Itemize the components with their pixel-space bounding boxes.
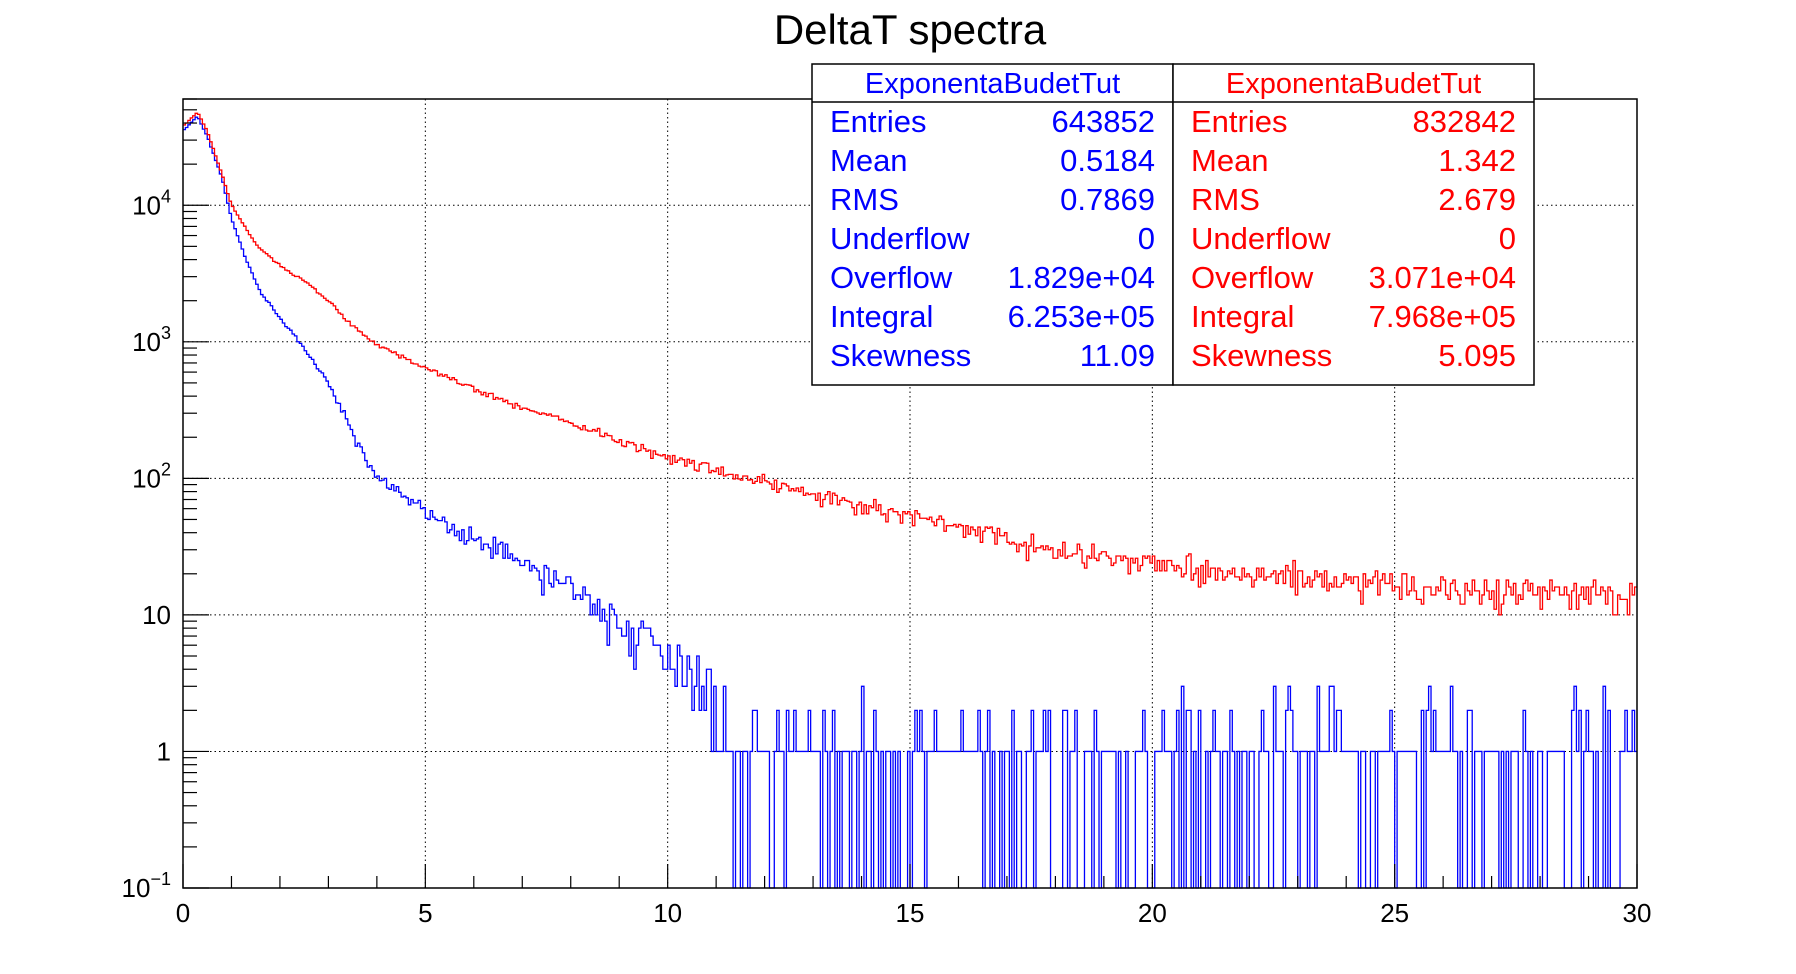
stats-label-entries: Entries xyxy=(1191,104,1287,139)
stats-box-1 xyxy=(811,63,1174,386)
y-tick-label: 104 xyxy=(132,186,171,220)
stats-value-integral: 6.253e+05 xyxy=(1008,299,1155,334)
stats-label-skewness: Skewness xyxy=(830,338,971,373)
stats-label-mean: Mean xyxy=(830,143,908,178)
stats-label-rms: RMS xyxy=(1191,182,1260,217)
stats-value-mean: 0.5184 xyxy=(1060,143,1155,178)
stats-label-mean: Mean xyxy=(1191,143,1269,178)
stats-value-entries: 643852 xyxy=(1052,104,1155,139)
stats-value-entries: 832842 xyxy=(1413,104,1516,139)
stats-value-rms: 2.679 xyxy=(1438,182,1516,217)
x-tick-label: 10 xyxy=(653,898,682,928)
stats-value-mean: 1.342 xyxy=(1438,143,1516,178)
stats-label-integral: Integral xyxy=(830,299,933,334)
y-tick-label: 103 xyxy=(132,323,171,357)
chart-title: DeltaT spectra xyxy=(774,6,1047,53)
stats-label-entries: Entries xyxy=(830,104,926,139)
y-tick-label: 102 xyxy=(132,459,171,493)
x-tick-label: 0 xyxy=(176,898,190,928)
stats-value-integral: 7.968e+05 xyxy=(1369,299,1516,334)
stats-label-skewness: Skewness xyxy=(1191,338,1332,373)
stats-label-overflow: Overflow xyxy=(1191,260,1314,295)
x-tick-label: 25 xyxy=(1380,898,1409,928)
histogram-series-2 xyxy=(183,112,1637,616)
stats-value-overflow: 3.071e+04 xyxy=(1369,260,1516,295)
x-tick-label: 20 xyxy=(1138,898,1167,928)
stats-value-skewness: 11.09 xyxy=(1080,338,1155,373)
stats-box-title: ExponentaBudetTut xyxy=(865,68,1120,100)
axes: 0 5 10 15 20 25 30 10−1 1 10 102 103 104 xyxy=(122,98,1652,928)
stats-label-underflow: Underflow xyxy=(1191,221,1331,256)
stats-label-underflow: Underflow xyxy=(830,221,970,256)
stats-value-underflow: 0 xyxy=(1499,221,1516,256)
x-tick-label: 5 xyxy=(418,898,432,928)
stats-value-rms: 0.7869 xyxy=(1060,182,1155,217)
x-tick-label: 15 xyxy=(896,898,925,928)
stats-boxes: ExponentaBudetTut Entries 643852 Mean 0.5184… xyxy=(811,63,1535,386)
stats-box-2 xyxy=(1172,63,1535,386)
y-tick-label: 10−1 xyxy=(122,869,171,903)
stats-label-integral: Integral xyxy=(1191,299,1294,334)
stats-value-skewness: 5.095 xyxy=(1438,338,1516,373)
stats-label-overflow: Overflow xyxy=(830,260,953,295)
y-tick-label: 1 xyxy=(157,736,171,766)
x-tick-label: 30 xyxy=(1623,898,1652,928)
y-tick-label: 10 xyxy=(142,600,171,630)
stats-value-overflow: 1.829e+04 xyxy=(1008,260,1155,295)
stats-value-underflow: 0 xyxy=(1138,221,1155,256)
stats-label-rms: RMS xyxy=(830,182,899,217)
stats-box-title: ExponentaBudetTut xyxy=(1226,68,1481,100)
